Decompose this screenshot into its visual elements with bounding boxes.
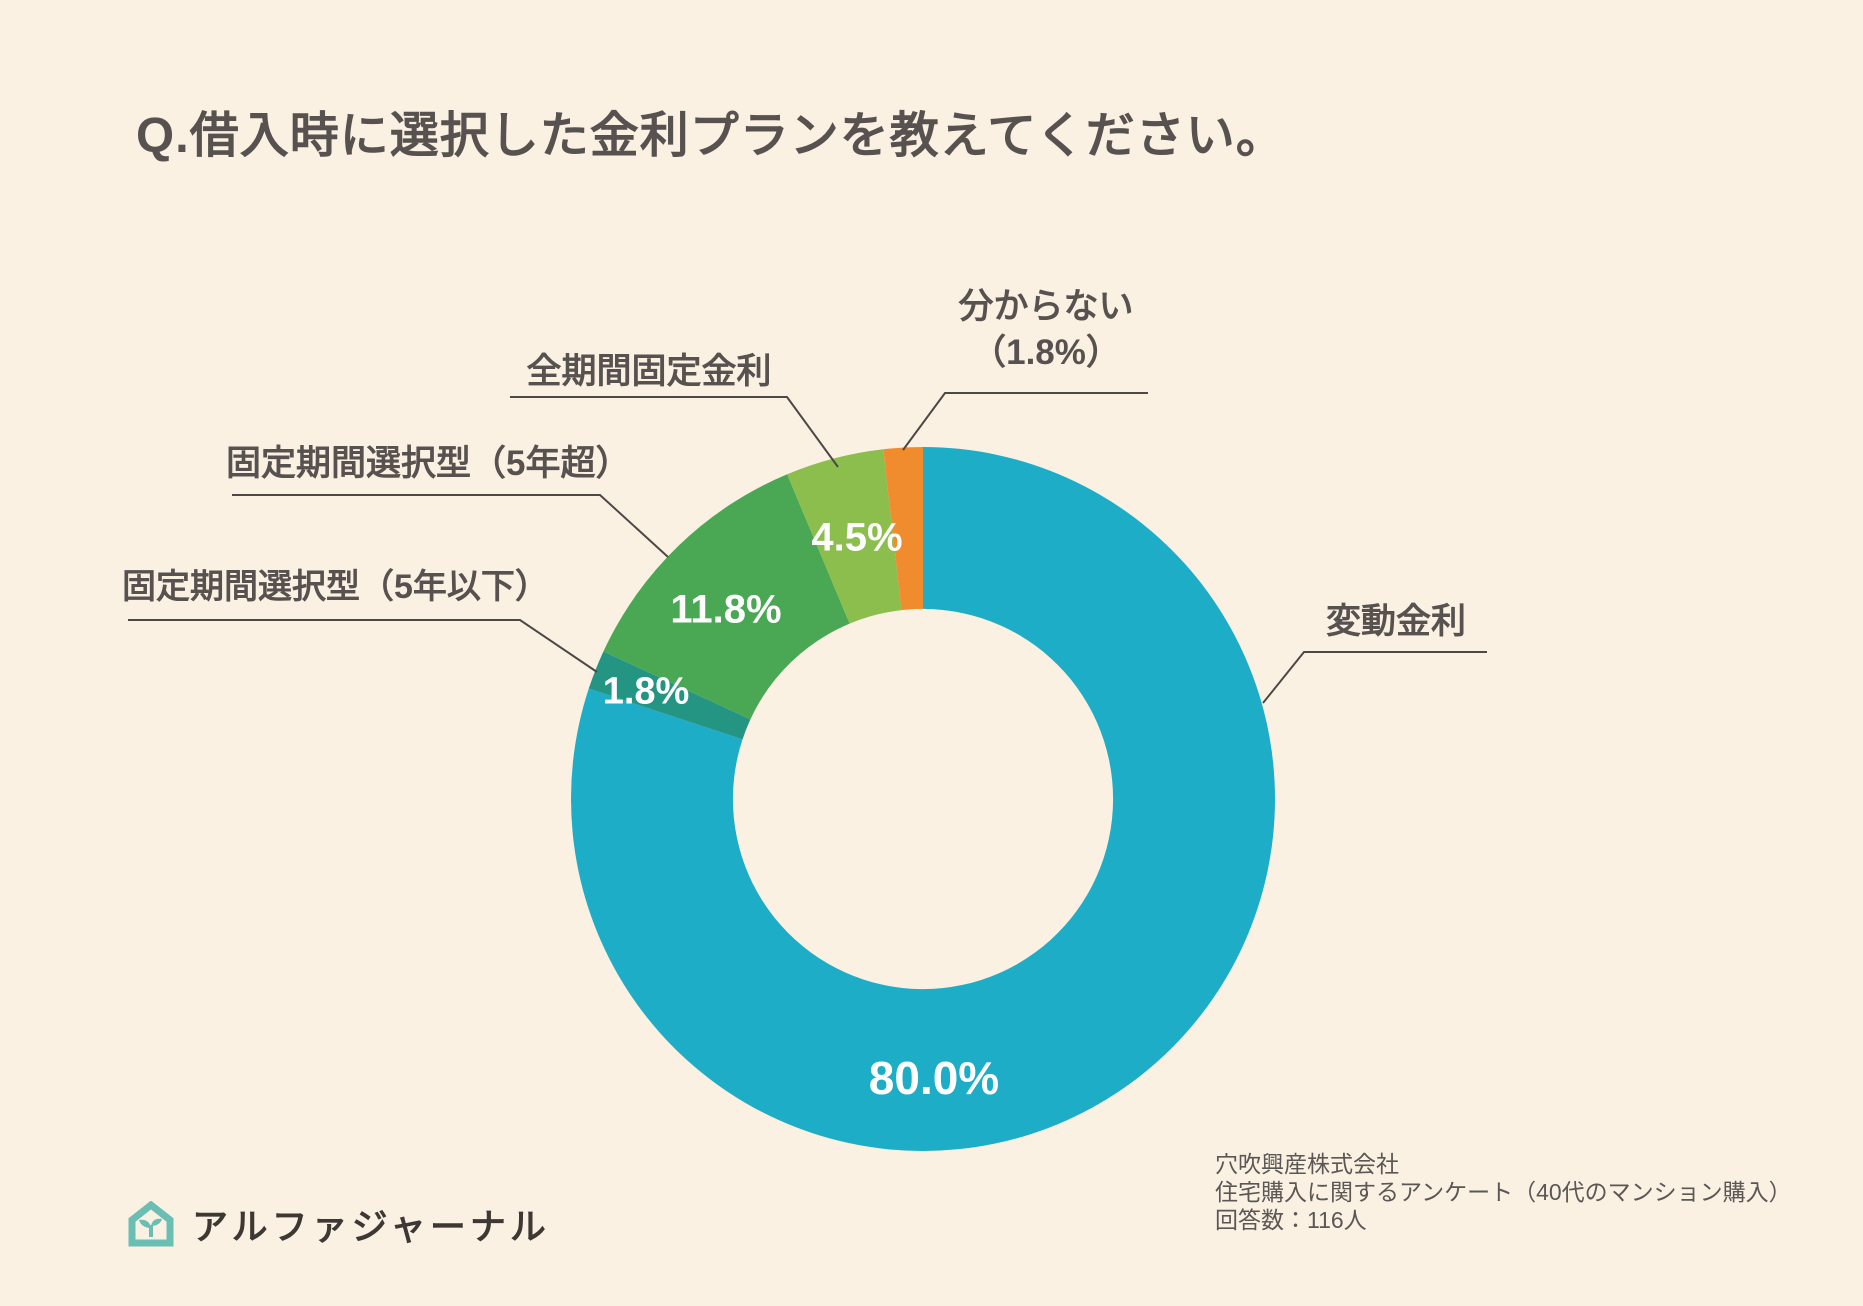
callout-fixed-under-5y: 固定期間選択型（5年以下） (122, 568, 549, 606)
pct-label-variable-rate: 80.0% (868, 1052, 1000, 1104)
donut-segment-1 (588, 651, 751, 740)
pct-label-fixed-under-5y: 1.8% (602, 670, 690, 713)
donut-segment-2 (603, 474, 850, 720)
donut-segment-3 (787, 449, 902, 624)
donut-segment-0 (570, 447, 1275, 1151)
pct-label-full-term-fixed: 4.5% (811, 515, 903, 560)
source-survey: 住宅購入に関するアンケート（40代のマンション購入） (1215, 1179, 1792, 1205)
leader-line-dont-know (902, 392, 1148, 451)
logo-text: アルファジャーナル (192, 1207, 550, 1247)
callout-dont-know-pct: （1.8%） (971, 333, 1121, 372)
pct-label-fixed-over-5y: 11.8% (670, 587, 782, 632)
callout-variable-rate: 変動金利 (1325, 602, 1466, 641)
callout-full-term-fixed: 全期間固定金利 (526, 352, 772, 391)
donut-segment-4 (883, 447, 923, 611)
leader-line-full-term-fixed (510, 396, 839, 468)
source-company: 穴吹興産株式会社 (1215, 1151, 1399, 1177)
leader-line-fixed-over-5y (232, 494, 669, 558)
callout-fixed-over-5y: 固定期間選択型（5年超） (226, 444, 631, 483)
leader-line-variable-rate (1262, 651, 1487, 704)
callout-dont-know: 分からない （1.8%） (896, 284, 1196, 376)
leader-line-fixed-under-5y (128, 619, 598, 673)
page-title: Q.借入時に選択した金利プランを教えてください。 (136, 109, 1286, 163)
house-sprout-icon (128, 1201, 174, 1247)
donut-segments (570, 447, 1275, 1151)
logo: アルファジャーナル (126, 1198, 550, 1250)
leader-lines (128, 392, 1487, 704)
source-respondents: 回答数：116人 (1215, 1207, 1367, 1233)
callout-dont-know-label: 分からない (958, 287, 1134, 326)
source-note: 穴吹興産株式会社 住宅購入に関するアンケート（40代のマンション購入） 回答数：… (1215, 1150, 1792, 1234)
